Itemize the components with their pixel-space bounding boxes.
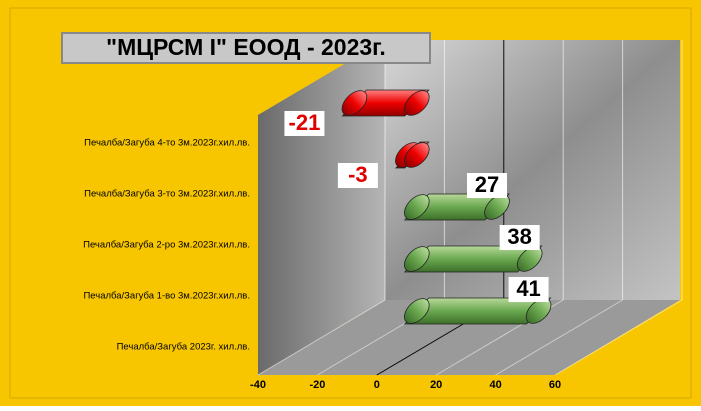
value-label: 27	[475, 172, 499, 197]
x-tick-label: 0	[374, 379, 380, 391]
x-tick-label: 20	[430, 379, 442, 391]
category-label: Печалба/Загуба 2-ро 3м.2023г.хил.лв.	[83, 240, 250, 251]
x-tick-label: 60	[549, 379, 561, 391]
category-label: Печалба/Загуба 2023г. хил.лв.	[117, 342, 250, 353]
chart-title: "МЦРСМ I" ЕООД - 2023г.	[106, 34, 386, 60]
value-label: -21	[289, 110, 321, 135]
category-label: Печалба/Загуба 1-во 3м.2023г.хил.лв.	[83, 291, 250, 302]
category-label: Печалба/Загуба 4-то 3м.2023г.хил.лв.	[84, 138, 250, 149]
chart: -21 -3 27 38 41 "МЦРСМ I" ЕООД - 2023г. -40 -…	[0, 0, 701, 406]
value-label: 41	[516, 276, 540, 301]
value-label: 38	[507, 224, 531, 249]
x-tick-label: 40	[489, 379, 501, 391]
x-tick-label: -20	[309, 379, 325, 391]
category-label: Печалба/Загуба 3-то 3м.2023г.хил.лв.	[84, 189, 250, 200]
x-tick-label: -40	[250, 379, 266, 391]
value-label: -3	[348, 162, 368, 187]
